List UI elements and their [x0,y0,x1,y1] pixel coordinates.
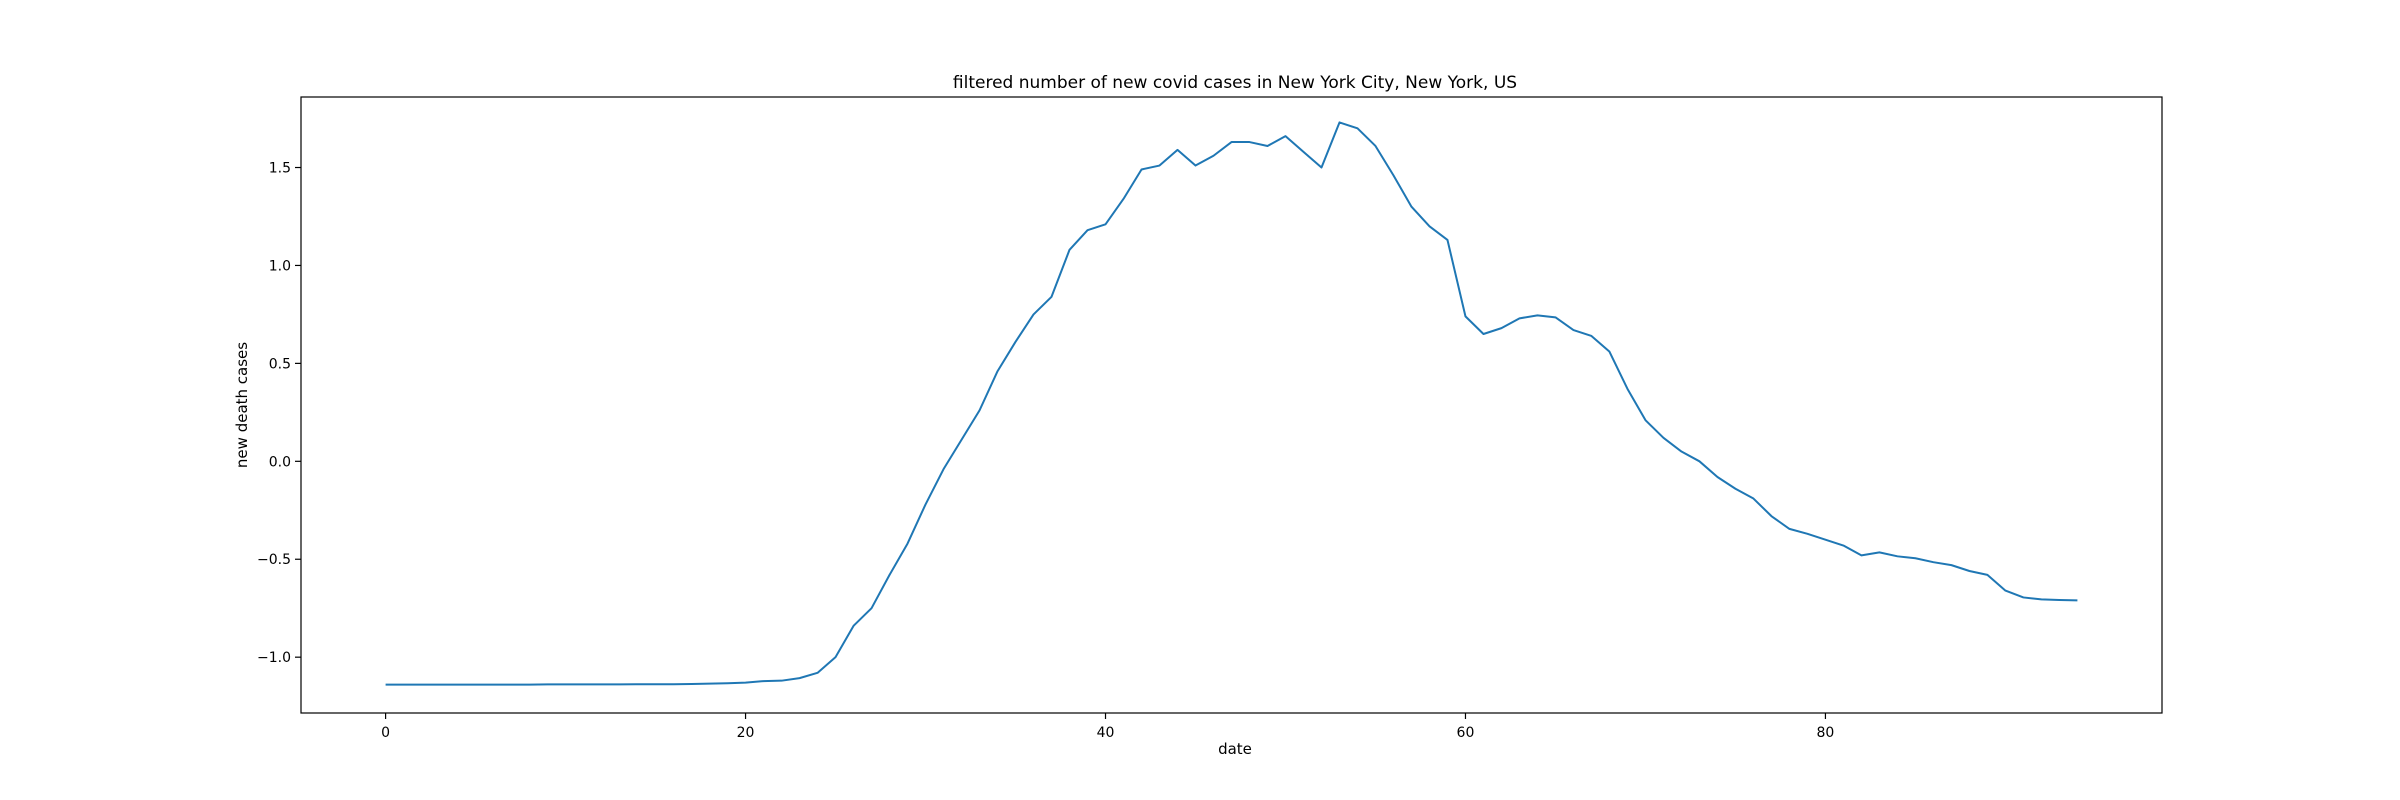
plot-area [300,96,2163,714]
y-tick-label: 0.5 [269,356,291,372]
y-tick-label: 1.5 [269,161,291,177]
x-tick-label: 40 [1097,725,1115,741]
y-axis-label: new death cases [233,342,251,468]
y-tick-label: 1.0 [269,258,291,274]
x-axis-label: date [1218,740,1252,758]
x-tick-label: 20 [737,725,755,741]
x-tick-label: 80 [1817,725,1835,741]
y-tick-label: −1.0 [257,650,291,666]
chart-title: filtered number of new covid cases in Ne… [953,73,1517,93]
x-tick-label: 0 [381,725,390,741]
x-tick-label: 60 [1457,725,1475,741]
y-tick-label: 0.0 [269,454,291,470]
plot-frame [300,96,2163,714]
x-axis: 0 20 40 60 80 [381,713,1834,741]
series-line-0 [385,121,2078,686]
y-tick-label: −0.5 [257,552,291,568]
y-axis: −1.0 −0.5 0.0 0.5 1.0 1.5 [257,161,301,666]
